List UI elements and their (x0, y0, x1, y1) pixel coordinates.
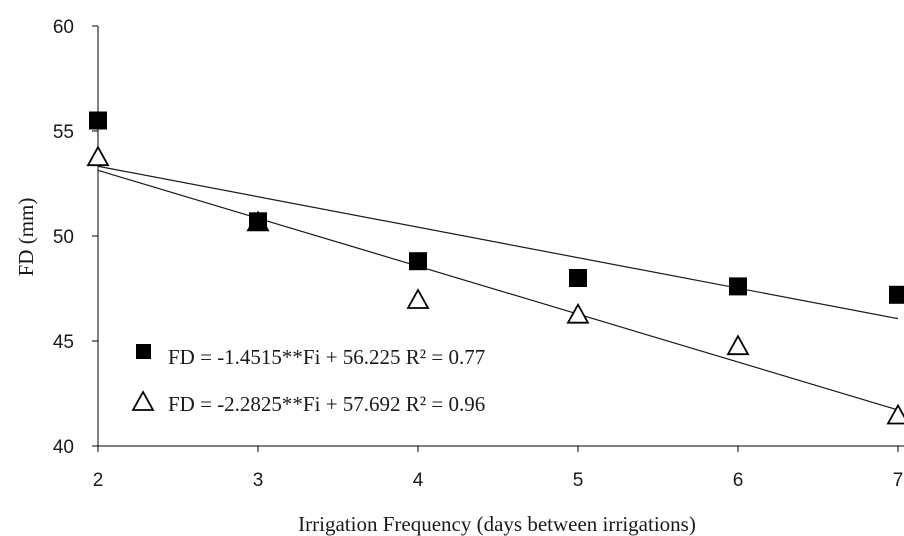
legend-r2: R² = 0.77 (401, 345, 486, 369)
y-tick-label: 55 (53, 122, 74, 143)
data-points (86, 111, 904, 425)
x-tick-label: 6 (733, 470, 744, 491)
legend-marker-triangle (131, 390, 155, 411)
legend-equation: FD = -2.2825**Fi + 57.692 (168, 392, 401, 416)
point-triangle (886, 403, 904, 425)
legend: FD = -1.4515**Fi + 56.225 R² = 0.77 FD =… (131, 344, 485, 416)
y-tick-label: 60 (53, 17, 74, 38)
point-square (89, 111, 107, 130)
point-square (409, 252, 427, 271)
trendlines (97, 165, 899, 411)
point-square (249, 212, 267, 231)
point-triangle (86, 145, 110, 167)
x-tick-label: 7 (893, 470, 904, 491)
y-tick-label: 50 (53, 227, 74, 248)
legend-equation: FD = -1.4515**Fi + 56.225 (168, 345, 401, 369)
legend-r2: R² = 0.96 (401, 392, 486, 416)
x-tick-label: 3 (253, 470, 264, 491)
x-axis-title: Irrigation Frequency (days between irrig… (298, 512, 696, 536)
trendline-triangle (97, 169, 899, 411)
x-tick-label: 5 (573, 470, 584, 491)
y-tick-label: 45 (53, 332, 74, 353)
x-tick-label: 4 (413, 470, 424, 491)
legend-marker-square (136, 344, 151, 359)
x-tick-label: 2 (93, 470, 104, 491)
point-square (569, 269, 587, 287)
legend-equation-triangle: FD = -2.2825**Fi + 57.692 R² = 0.96 (168, 392, 485, 416)
y-tick-label: 40 (53, 437, 74, 458)
point-square (889, 285, 904, 304)
point-triangle (726, 334, 750, 356)
point-square (729, 277, 747, 296)
trendline-square (97, 165, 899, 320)
point-triangle (406, 288, 430, 309)
y-axis-title: FD (mm) (14, 198, 38, 277)
legend-equation-square: FD = -1.4515**Fi + 56.225 R² = 0.77 (168, 345, 485, 369)
point-triangle (566, 302, 590, 324)
